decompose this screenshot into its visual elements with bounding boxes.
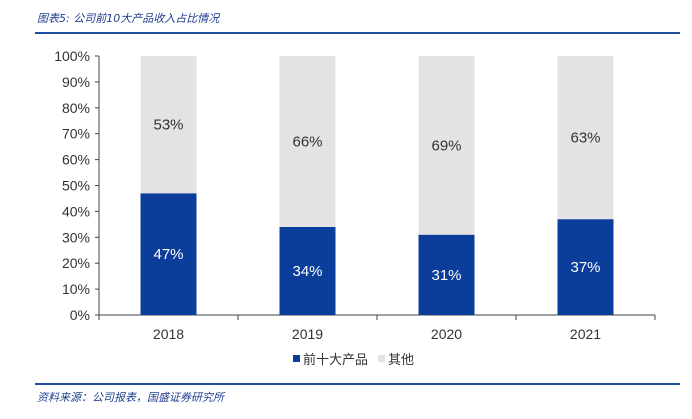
- y-tick-label: 20%: [62, 255, 90, 271]
- y-tick-label: 10%: [62, 281, 90, 297]
- y-tick-label: 40%: [62, 203, 90, 219]
- data-label: 53%: [153, 117, 183, 134]
- data-label: 63%: [570, 130, 600, 147]
- bar-top10-products: [140, 193, 197, 315]
- legend-label: 前十大产品: [303, 352, 368, 368]
- y-tick-label: 50%: [62, 178, 90, 194]
- bar-top10-products: [418, 234, 475, 315]
- source-note: 资料来源：公司报表，国盛证券研究所: [37, 391, 224, 404]
- legend-swatch: [378, 355, 386, 362]
- y-tick-label: 0%: [70, 307, 90, 323]
- x-tick-label: 2019: [292, 326, 323, 342]
- bar-others: [279, 56, 336, 227]
- bar-others: [418, 56, 475, 235]
- data-label: 66%: [292, 133, 322, 150]
- data-label: 69%: [431, 137, 461, 154]
- x-tick-label: 2021: [570, 326, 601, 342]
- data-label: 47%: [153, 246, 183, 263]
- y-tick-label: 80%: [62, 100, 90, 116]
- title-rule: [35, 32, 680, 34]
- bar-top10-products: [279, 226, 336, 315]
- data-label: 34%: [292, 263, 322, 280]
- y-tick-label: 70%: [62, 126, 90, 142]
- data-label: 37%: [570, 259, 600, 276]
- x-tick-label: 2020: [431, 326, 462, 342]
- y-tick-label: 100%: [54, 48, 90, 64]
- data-label: 31%: [431, 267, 461, 284]
- bar-others: [140, 56, 197, 194]
- y-tick-label: 30%: [62, 229, 90, 245]
- figure-title: 图表5: 公司前10大产品收入占比情况: [37, 12, 220, 25]
- x-tick-label: 2018: [153, 326, 184, 342]
- bar-top10-products: [557, 219, 614, 315]
- y-tick-label: 60%: [62, 152, 90, 168]
- legend-swatch: [293, 355, 300, 362]
- source-rule: [35, 383, 680, 385]
- legend-label: 其他: [388, 353, 414, 368]
- y-tick-label: 90%: [62, 74, 90, 90]
- bar-others: [557, 56, 614, 220]
